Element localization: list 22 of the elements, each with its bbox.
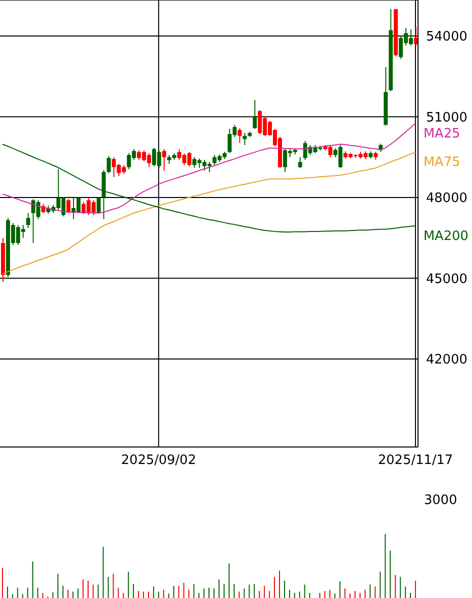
line-series (2, 152, 416, 274)
y-tick-label: 51000 (426, 110, 468, 126)
series-label: MA75 (423, 155, 460, 170)
y-tick-label: 42000 (426, 352, 468, 368)
candlestick (26, 212, 30, 228)
series-label: MA200 (423, 228, 468, 244)
candlestick (238, 128, 242, 144)
x-tick-label: 2025/11/17 (378, 453, 453, 468)
y-tick-label: 45000 (426, 272, 468, 287)
line-series (2, 144, 416, 232)
x-tick-label: 2025/09/02 (121, 453, 196, 468)
candlestick (252, 100, 257, 130)
series-label: MA25 (423, 126, 460, 142)
candlestick (242, 132, 247, 146)
text: 3000 (424, 493, 458, 508)
y-tick-label: 48000 (426, 191, 468, 206)
candlestick (298, 156, 302, 168)
candlestick (162, 148, 166, 172)
candlestick (66, 198, 70, 214)
y-tick-label: 54000 (426, 30, 468, 45)
candlestick (106, 156, 111, 174)
candlestick (96, 196, 101, 214)
